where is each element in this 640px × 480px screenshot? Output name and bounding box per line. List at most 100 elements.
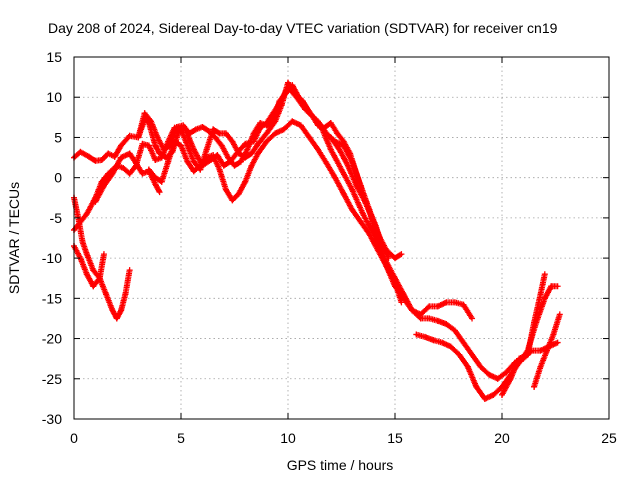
data-point [456,351,463,358]
data-point [334,130,341,137]
data-point [158,154,165,161]
data-point [302,102,309,109]
data-point [374,247,381,254]
data-point [464,363,471,370]
data-point [426,315,433,322]
data-point [135,134,142,141]
data-point [451,299,458,306]
data-point [548,283,555,290]
data-point [160,146,167,153]
data-point [83,210,90,217]
data-point [235,190,242,197]
data-point [447,343,454,350]
data-point [118,307,125,314]
data-point [327,146,334,153]
data-point [79,239,86,246]
data-point [100,182,107,189]
y-tick-label: -30 [42,411,62,427]
data-point [349,206,356,213]
data-point [231,162,238,169]
y-axis-label: SDTVAR / TECUs [6,182,22,294]
data-point [531,319,538,326]
y-tick-label: -15 [42,290,62,306]
data-point [451,327,458,334]
data-point [537,363,544,370]
series-track-5 [92,150,163,205]
data-point [314,122,321,129]
data-point [327,119,334,126]
data-point [109,307,116,314]
data-point [503,369,510,376]
data-point [280,126,287,133]
data-point [366,230,373,237]
series-track-10 [499,271,548,398]
data-point [83,271,90,278]
data-point [469,315,476,322]
data-point [336,146,343,153]
series-track-11 [531,311,563,390]
data-point [180,122,187,129]
data-point [486,371,493,378]
chart-title: Day 208 of 2024, Sidereal Day-to-day VTE… [48,20,558,36]
data-point [263,122,270,129]
data-point [340,138,347,145]
data-point [229,138,236,145]
data-point [321,124,328,131]
data-point [152,142,159,149]
y-tick-label: 5 [54,129,62,145]
data-point [242,178,249,185]
data-point [541,295,548,302]
data-point [222,130,229,137]
data-point [541,271,548,278]
data-point [494,375,501,382]
data-point [295,94,302,101]
data-point [282,90,289,97]
data-point [96,275,103,282]
data-point [340,190,347,197]
data-point [297,122,304,129]
x-tick-label: 25 [601,430,617,446]
data-point [192,126,199,133]
x-tick-label: 0 [70,430,78,446]
data-point [222,186,229,193]
data-point [210,126,217,133]
data-point [556,311,563,318]
data-point [90,283,97,290]
data-point [332,174,339,181]
data-point [92,157,99,164]
data-point [516,355,523,362]
data-point [543,347,550,354]
data-point [220,162,227,169]
data-point [289,118,296,125]
data-point [210,152,217,159]
y-tick-label: -5 [50,210,63,226]
data-point [377,235,384,241]
data-point [537,291,544,298]
data-point [398,299,405,306]
data-point [338,166,345,173]
data-point [118,154,125,161]
data-point [285,79,291,86]
data-point [481,395,488,402]
data-point [85,153,92,160]
data-point [490,391,497,398]
data-point [156,189,163,196]
data-point [383,247,390,254]
data-point [139,140,146,147]
y-tick-label: 15 [46,49,62,65]
data-point [83,251,90,258]
data-point [190,158,197,165]
data-point [255,140,262,147]
data-point [237,158,244,165]
data-point [139,170,146,177]
data-point [469,351,476,358]
data-point [145,142,152,149]
data-point [460,339,467,346]
data-point [109,170,116,177]
series-track-3 [71,243,133,322]
data-point [165,158,172,165]
x-tick-label: 20 [494,430,510,446]
data-point [362,198,369,205]
data-point [126,170,133,177]
data-point [133,160,140,167]
